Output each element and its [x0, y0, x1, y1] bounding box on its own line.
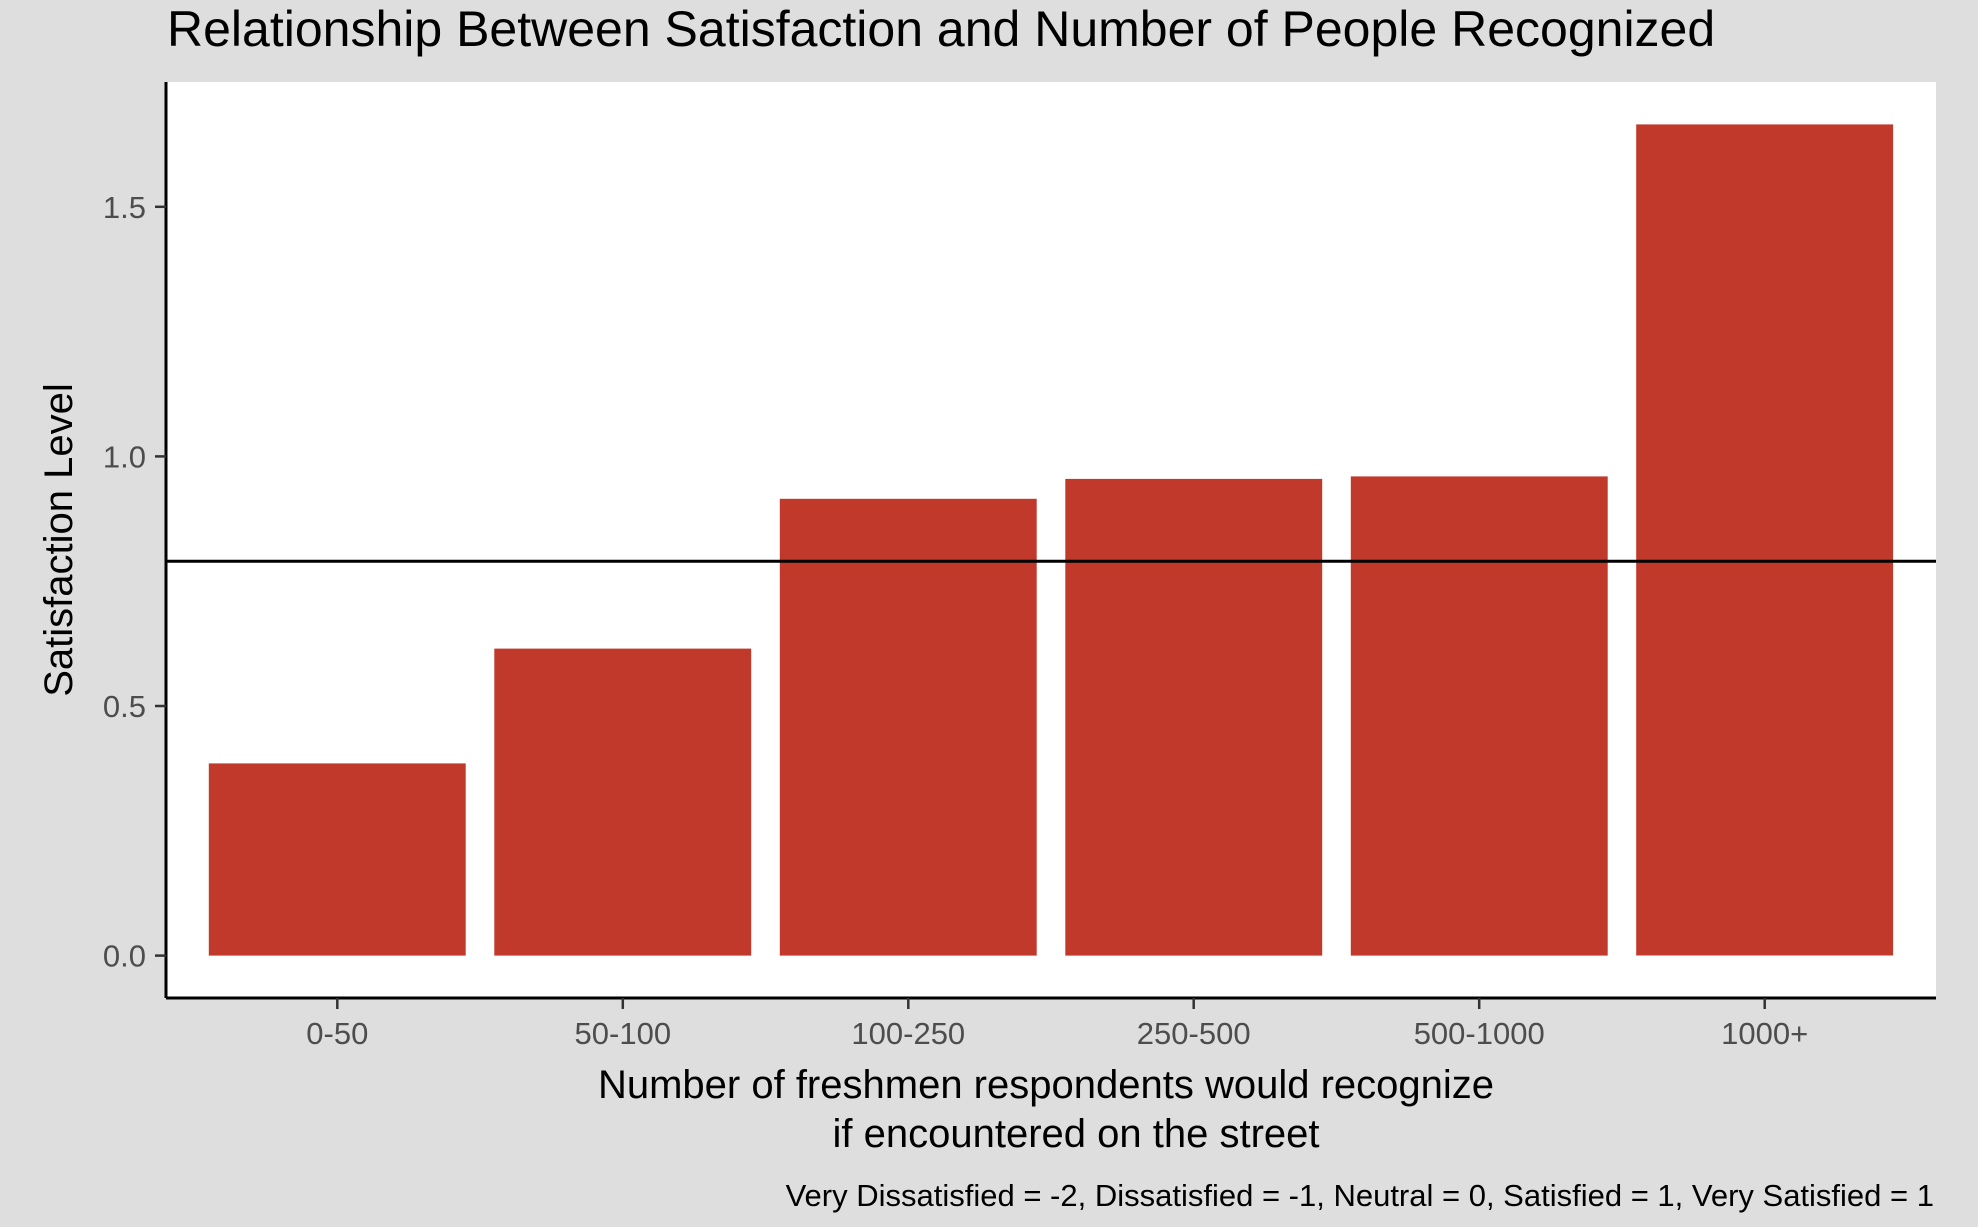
- y-tick-label: 1.0: [103, 439, 146, 474]
- chart-title: Relationship Between Satisfaction and Nu…: [167, 1, 1715, 57]
- x-axis-ticks: 0-50 50-100 100-250 250-500 500-1000 1000+: [306, 998, 1808, 1051]
- x-tick-label: 250-500: [1137, 1016, 1251, 1051]
- x-tick-label: 100-250: [851, 1016, 965, 1051]
- bar-100-250: [779, 498, 1037, 956]
- bar-0-50: [208, 763, 466, 956]
- bar-50-100: [494, 648, 752, 956]
- chart-caption: Very Dissatisfied = -2, Dissatisfied = -…: [786, 1178, 1934, 1213]
- bars-group: [208, 124, 1894, 956]
- x-axis-label-line-1: Number of freshmen respondents would rec…: [598, 1063, 1494, 1107]
- y-axis-label: Satisfaction Level: [37, 383, 81, 697]
- y-tick-label: 0.0: [103, 939, 146, 974]
- bar-500-1000: [1350, 476, 1608, 956]
- y-tick-label: 1.5: [103, 190, 146, 225]
- bar-250-500: [1065, 478, 1323, 956]
- x-tick-label: 0-50: [306, 1016, 368, 1051]
- x-tick-label: 1000+: [1721, 1016, 1808, 1051]
- x-tick-label: 500-1000: [1414, 1016, 1545, 1051]
- x-tick-label: 50-100: [575, 1016, 672, 1051]
- y-axis-ticks: 0.0 0.5 1.0 1.5: [103, 190, 166, 974]
- x-axis-label-line-2: if encountered on the street: [833, 1112, 1320, 1156]
- y-tick-label: 0.5: [103, 689, 146, 724]
- bar-1000+: [1636, 124, 1894, 956]
